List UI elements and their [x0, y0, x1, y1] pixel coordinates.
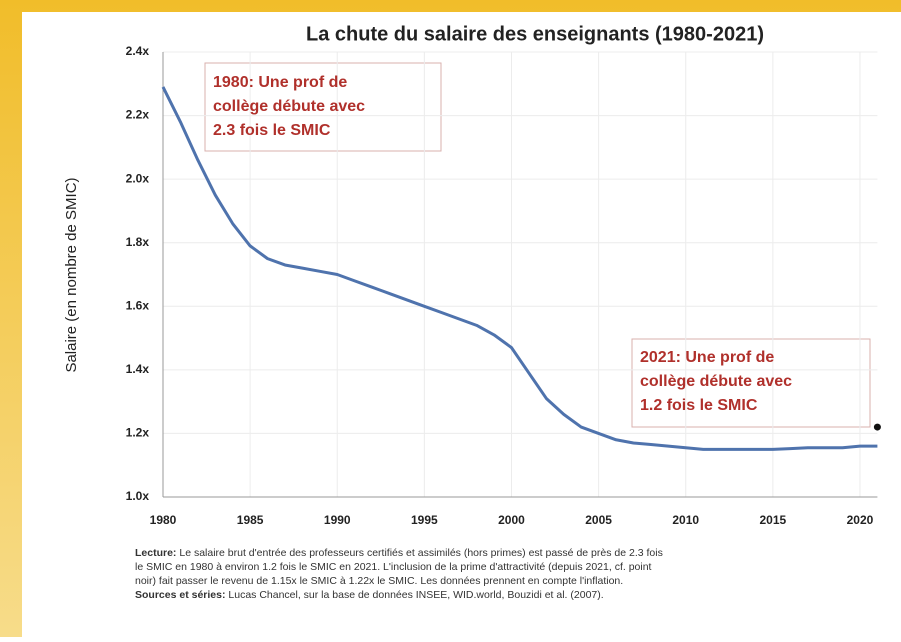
x-tick-label: 2000 — [498, 513, 525, 527]
caption: le SMIC en 1980 à environ 1.2 fois le SM… — [135, 561, 652, 573]
y-tick-label: 1.6x — [126, 298, 150, 312]
y-tick-label: 1.4x — [126, 362, 150, 376]
x-tick-label: 1980 — [150, 513, 177, 527]
source-label: Sources et séries: — [135, 589, 225, 601]
line-series — [161, 86, 878, 451]
chart-title: La chute du salaire des enseignants (198… — [306, 23, 764, 45]
y-tick-label: 2.4x — [126, 44, 150, 58]
annotation-box — [631, 338, 871, 428]
x-tick-label: 1985 — [237, 513, 264, 527]
x-tick-label: 2015 — [760, 513, 787, 527]
x-tick-label: 2005 — [585, 513, 612, 527]
annotation: collège débute avec — [640, 373, 792, 390]
x-tick-label: 2020 — [847, 513, 874, 527]
source-text: Lucas Chancel, sur la base de données IN… — [225, 589, 603, 601]
x-tick-label: 1990 — [324, 513, 351, 527]
annotation: collège débute avec — [213, 98, 365, 115]
y-tick-label: 1.0x — [126, 489, 150, 503]
source: Sources et séries: Lucas Chancel, sur la… — [135, 589, 604, 601]
caption: noir) fait passer le revenu de 1.15x le … — [135, 575, 623, 587]
caption-label: Lecture: — [135, 547, 176, 559]
y-tick-label: 2.0x — [126, 171, 150, 185]
y-tick-label: 2.2x — [126, 108, 150, 122]
annotation: 2021: Une prof de — [640, 349, 774, 366]
y-axis-label: Salaire (en nombre de SMIC) — [63, 177, 80, 372]
annotation: 2.3 fois le SMIC — [213, 122, 331, 139]
annotation: 1.2 fois le SMIC — [640, 397, 758, 414]
caption-text: noir) fait passer le revenu de 1.15x le … — [135, 575, 623, 587]
y-tick-label: 1.8x — [126, 235, 150, 249]
annotation-box — [204, 62, 442, 152]
caption-text: Le salaire brut d'entrée des professeurs… — [176, 547, 662, 559]
caption: Lecture: Le salaire brut d'entrée des pr… — [135, 547, 663, 559]
annotation: 1980: Une prof de — [213, 74, 347, 91]
x-tick-label: 1995 — [411, 513, 438, 527]
panel — [22, 12, 901, 637]
point — [873, 423, 881, 431]
x-tick-label: 2010 — [672, 513, 699, 527]
y-tick-label: 1.2x — [126, 426, 150, 440]
caption-text: le SMIC en 1980 à environ 1.2 fois le SM… — [135, 561, 652, 573]
